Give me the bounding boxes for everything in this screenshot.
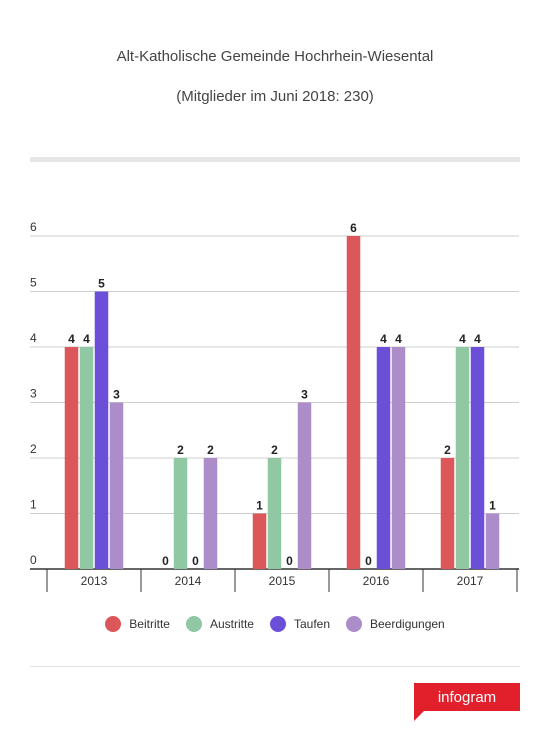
- bar: [267, 458, 282, 569]
- legend-swatch: [105, 616, 122, 632]
- data-label: 0: [162, 554, 169, 568]
- x-tick-label: 2014: [175, 574, 202, 588]
- bar: [391, 347, 406, 569]
- bar: [440, 458, 455, 569]
- data-label: 5: [98, 277, 105, 291]
- y-tick-label: 1: [30, 498, 37, 512]
- bar: [252, 513, 267, 569]
- chart-subtitle: (Mitglieder im Juni 2018: 230): [176, 88, 374, 105]
- legend-swatch: [346, 616, 362, 632]
- bar: [346, 236, 361, 569]
- bar: [173, 458, 188, 569]
- y-tick-label: 0: [30, 553, 37, 567]
- bar: [109, 402, 124, 569]
- chart-legend: Beitritte Austritte Taufen Beerdigungen: [0, 616, 550, 632]
- y-tick-label: 5: [30, 276, 37, 290]
- legend-label: Beitritte: [129, 617, 170, 631]
- legend-swatch: [269, 616, 286, 632]
- legend-label: Austritte: [209, 617, 254, 631]
- bar: [485, 513, 500, 569]
- bar: [94, 291, 109, 569]
- data-label: 6: [350, 221, 357, 235]
- legend-item-beerdigungen[interactable]: Beerdigungen: [346, 616, 445, 632]
- chart-title: Alt-Katholische Gemeinde Hochrhein-Wiese…: [116, 48, 434, 65]
- bar: [203, 458, 218, 569]
- bar: [455, 347, 470, 569]
- y-tick-label: 2: [30, 442, 37, 456]
- data-label: 4: [68, 332, 75, 346]
- data-label: 4: [395, 332, 402, 346]
- data-label: 4: [83, 332, 90, 346]
- bar: [376, 347, 391, 569]
- data-label: 0: [365, 554, 372, 568]
- y-tick-label: 3: [30, 387, 37, 401]
- bar: [297, 402, 312, 569]
- legend-item-austritte[interactable]: Austritte: [185, 616, 254, 632]
- x-tick-label: 2013: [81, 574, 108, 588]
- logo-tail-shape: [414, 711, 424, 721]
- data-label: 4: [459, 332, 466, 346]
- legend-swatch: [185, 616, 202, 632]
- data-label: 3: [301, 388, 308, 402]
- legend-item-beitritte[interactable]: Beitritte: [105, 616, 170, 632]
- x-tick-label: 2017: [457, 574, 484, 588]
- y-tick-label: 4: [30, 331, 37, 345]
- y-tick-label: 6: [30, 220, 37, 234]
- data-label: 2: [271, 443, 278, 457]
- data-label: 2: [177, 443, 184, 457]
- data-label: 0: [192, 554, 199, 568]
- data-label: 4: [474, 332, 481, 346]
- data-label: 2: [207, 443, 214, 457]
- data-label: 1: [256, 499, 263, 513]
- header-divider: [30, 157, 520, 162]
- infogram-logo[interactable]: infogram: [414, 683, 520, 711]
- x-tick-label: 2016: [363, 574, 390, 588]
- bar: [64, 347, 79, 569]
- legend-label: Beerdigungen: [370, 617, 445, 631]
- legend-item-taufen[interactable]: Taufen: [269, 616, 330, 632]
- legend-label: Taufen: [293, 617, 330, 631]
- data-label: 1: [489, 499, 496, 513]
- data-label: 2: [444, 443, 451, 457]
- bar: [470, 347, 485, 569]
- x-tick-label: 2015: [269, 574, 296, 588]
- data-label: 3: [113, 388, 120, 402]
- footer-divider: [30, 666, 520, 667]
- data-label: 0: [286, 554, 293, 568]
- data-label: 4: [380, 332, 387, 346]
- bar: [79, 347, 94, 569]
